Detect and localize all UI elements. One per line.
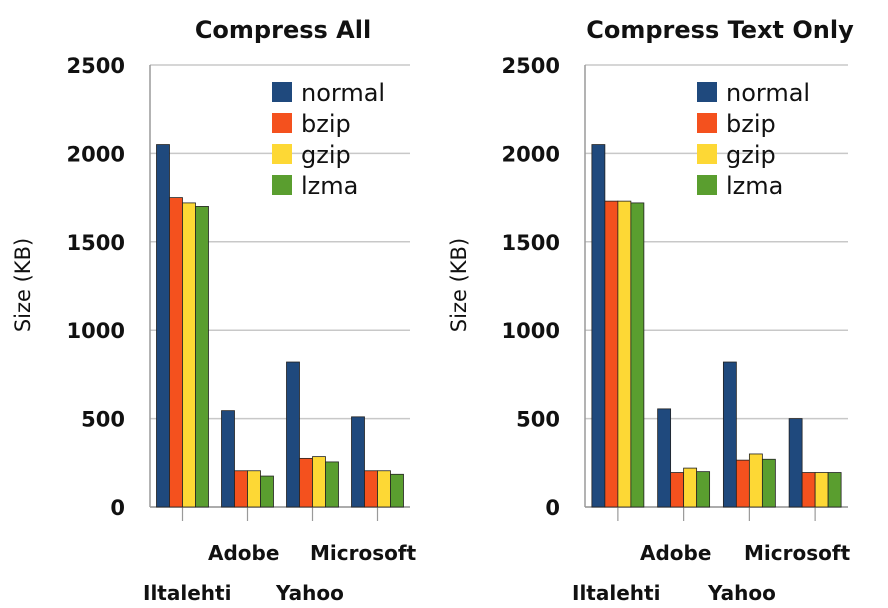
bar-normal-adobe (657, 408, 672, 508)
legend-label: lzma (726, 172, 783, 200)
legend: normal bzip gzip lzma (697, 79, 810, 200)
x-tick-label: Adobe (208, 541, 279, 565)
bar-normal-yahoo (722, 361, 737, 508)
bar-lzma-adobe (260, 475, 274, 508)
y-tick-label: 2500 (67, 54, 125, 78)
y-axis-label: Size (KB) (447, 238, 471, 332)
bar-lzma-iltalehti (195, 206, 209, 508)
bar-lzma-adobe (696, 471, 711, 508)
bar-normal-yahoo (286, 361, 300, 508)
chart-title: Compress Text Only (586, 16, 854, 44)
y-tick-label: 1000 (67, 319, 125, 343)
x-tick-label: Microsoft (744, 541, 851, 565)
legend-label: gzip (301, 141, 351, 169)
x-tick-label: Adobe (640, 541, 711, 565)
x-tick-label: Yahoo (707, 581, 776, 605)
bar-normal-microsoft (788, 418, 803, 508)
y-tick-label: 1500 (67, 231, 125, 255)
bar-gzip-microsoft (814, 472, 829, 508)
legend-swatch (272, 113, 292, 133)
x-tick-label: Microsoft (310, 541, 417, 565)
y-tick-label: 2500 (502, 54, 560, 78)
bar-lzma-microsoft (390, 473, 404, 508)
legend-label: bzip (726, 110, 776, 138)
bar-normal-iltalehti (591, 144, 606, 508)
bar-bzip-iltalehti (169, 197, 183, 508)
bar-bzip-yahoo (299, 457, 313, 508)
bar-gzip-yahoo (748, 453, 763, 508)
bar-normal-microsoft (351, 416, 365, 508)
chart-1: Compress All 0 500 1000 1500 2000 2500 Size (KB… (11, 16, 417, 605)
legend: normal bzip gzip lzma (272, 79, 385, 200)
bar-gzip-iltalehti (182, 202, 196, 508)
bar-bzip-microsoft (801, 472, 816, 508)
legend-label: bzip (301, 110, 351, 138)
y-tick-label: 1500 (502, 231, 560, 255)
legend-label: lzma (301, 172, 358, 200)
legend-swatch (697, 113, 717, 133)
bar-lzma-yahoo (761, 458, 776, 508)
bar-gzip-yahoo (312, 456, 326, 508)
bar-gzip-adobe (683, 467, 698, 508)
bar-bzip-yahoo (735, 459, 750, 508)
y-axis-label: Size (KB) (11, 238, 35, 332)
y-tick-label: 2000 (67, 142, 125, 166)
bar-bzip-adobe (670, 472, 685, 508)
legend-label: normal (301, 79, 385, 107)
bar-gzip-iltalehti (617, 200, 632, 508)
y-tick-label: 0 (545, 496, 560, 520)
y-tick-label: 500 (516, 408, 560, 432)
chart-title: Compress All (195, 16, 371, 44)
bar-gzip-adobe (247, 470, 261, 508)
bar-lzma-yahoo (325, 461, 339, 508)
x-tick-label: Iltalehti (572, 581, 660, 605)
legend-swatch (272, 175, 292, 195)
y-tick-label: 500 (81, 408, 125, 432)
y-tick-label: 1000 (502, 319, 560, 343)
legend-label: gzip (726, 141, 776, 169)
legend-swatch (697, 175, 717, 195)
bar-gzip-microsoft (377, 470, 391, 508)
y-tick-label: 0 (110, 496, 125, 520)
x-tick-label: Yahoo (275, 581, 344, 605)
bar-normal-iltalehti (156, 144, 170, 508)
legend-swatch (697, 144, 717, 164)
bar-lzma-microsoft (827, 472, 842, 508)
legend-swatch (272, 144, 292, 164)
bar-lzma-iltalehti (630, 202, 645, 508)
chart-2: Compress Text Only 0 500 1000 1500 2000 2500 Si… (447, 16, 854, 605)
x-tick-label: Iltalehti (143, 581, 231, 605)
bar-bzip-iltalehti (604, 200, 619, 508)
bar-bzip-adobe (234, 470, 248, 508)
legend-swatch (697, 82, 717, 102)
legend-label: normal (726, 79, 810, 107)
bar-normal-adobe (221, 410, 235, 508)
bar-bzip-microsoft (364, 470, 378, 508)
y-tick-label: 2000 (502, 142, 560, 166)
legend-swatch (272, 82, 292, 102)
